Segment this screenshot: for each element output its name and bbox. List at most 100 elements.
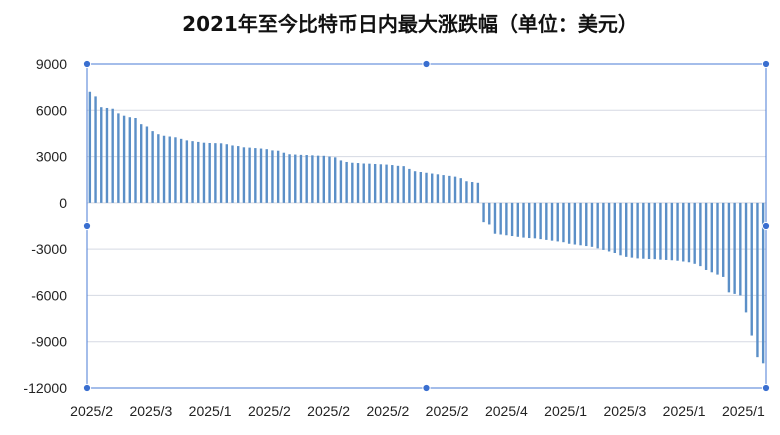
- bar: [556, 202, 559, 242]
- bar: [613, 202, 616, 253]
- bar: [328, 156, 331, 203]
- bar: [339, 160, 343, 203]
- resize-handle[interactable]: [82, 59, 92, 69]
- bar: [413, 171, 417, 203]
- bar: [642, 202, 645, 259]
- bar: [248, 147, 251, 203]
- resize-handle[interactable]: [761, 221, 771, 231]
- bar: [276, 150, 280, 203]
- bar: [693, 202, 696, 264]
- bar: [567, 202, 571, 244]
- bar: [562, 202, 565, 243]
- bar: [522, 202, 525, 238]
- bar: [111, 108, 114, 203]
- bar: [710, 202, 713, 273]
- bar: [590, 202, 594, 247]
- bar: [756, 202, 759, 358]
- bar: [94, 96, 97, 203]
- bar: [465, 181, 468, 203]
- bar: [145, 126, 149, 203]
- bar: [351, 162, 354, 203]
- bar: [659, 202, 662, 260]
- bar: [579, 202, 582, 246]
- bar: [191, 141, 194, 203]
- bar: [151, 131, 154, 203]
- bar: [385, 164, 388, 203]
- bar: [636, 202, 639, 259]
- bars: [88, 91, 765, 364]
- bar: [105, 107, 109, 203]
- bar: [550, 202, 554, 241]
- resize-handle[interactable]: [422, 383, 431, 393]
- bar: [379, 164, 383, 203]
- bar: [88, 91, 92, 203]
- bar: [408, 168, 411, 203]
- bar: [619, 202, 622, 256]
- bar: [202, 142, 206, 203]
- bar: [214, 143, 217, 203]
- resize-handle[interactable]: [82, 221, 92, 231]
- bar: [345, 161, 348, 203]
- bar: [122, 115, 126, 203]
- gridlines: [87, 63, 766, 389]
- bar: [356, 163, 360, 203]
- chart-title: 2021年至今比特币日内最大涨跌幅（单位：美元）: [182, 12, 638, 36]
- bar: [630, 202, 634, 258]
- bar: [750, 202, 753, 336]
- bar: [368, 163, 371, 203]
- x-tick-label: 2025/1: [544, 403, 587, 419]
- bar: [419, 172, 422, 203]
- bar: [219, 143, 223, 203]
- selection-border[interactable]: [86, 63, 767, 389]
- bar: [305, 155, 308, 203]
- y-tick-label: 6000: [36, 102, 67, 118]
- bar: [362, 163, 365, 203]
- bar: [682, 202, 685, 262]
- bar: [140, 124, 143, 203]
- bar: [254, 148, 257, 203]
- resize-handle[interactable]: [761, 383, 771, 393]
- resize-handle[interactable]: [761, 59, 771, 69]
- bar: [761, 202, 765, 364]
- x-tick-label: 2025/2: [307, 403, 350, 419]
- bar: [516, 202, 519, 237]
- bar: [596, 202, 599, 249]
- bar: [436, 174, 440, 203]
- x-tick-label: 2025/2: [426, 403, 469, 419]
- bar: [647, 202, 651, 260]
- y-tick-label: 3000: [36, 149, 67, 165]
- bar: [259, 148, 263, 203]
- bar: [482, 202, 485, 223]
- y-tick-label: 0: [59, 195, 67, 211]
- bar: [271, 150, 274, 203]
- bar: [533, 202, 537, 239]
- y-tick-label: -9000: [31, 334, 67, 350]
- bar: [208, 142, 211, 203]
- x-tick-label: 2025/1: [722, 403, 765, 419]
- bar: [442, 175, 445, 203]
- bar: [174, 137, 177, 203]
- bar: [157, 134, 160, 203]
- selection-frame[interactable]: [82, 59, 771, 393]
- resize-handle[interactable]: [422, 59, 431, 69]
- bar: [722, 202, 725, 277]
- bar: [733, 202, 736, 294]
- resize-handle[interactable]: [82, 383, 92, 393]
- bar: [493, 202, 497, 234]
- y-tick-label: 9000: [36, 56, 67, 72]
- bar: [704, 202, 708, 270]
- x-tick-label: 2025/2: [248, 403, 291, 419]
- bar: [539, 202, 542, 240]
- y-axis: 9000 6000 3000 0 -3000 -6000 -9000 -12000: [23, 56, 67, 396]
- bar: [459, 178, 462, 203]
- bar: [242, 147, 246, 203]
- bar: [431, 173, 434, 203]
- y-tick-label: -3000: [31, 241, 67, 257]
- bar: [117, 113, 120, 203]
- x-tick-label: 2025/3: [129, 403, 172, 419]
- bar: [425, 172, 428, 203]
- bar: [162, 135, 166, 203]
- x-tick-label: 2025/1: [663, 403, 706, 419]
- bar: [334, 157, 337, 203]
- bar: [294, 154, 297, 203]
